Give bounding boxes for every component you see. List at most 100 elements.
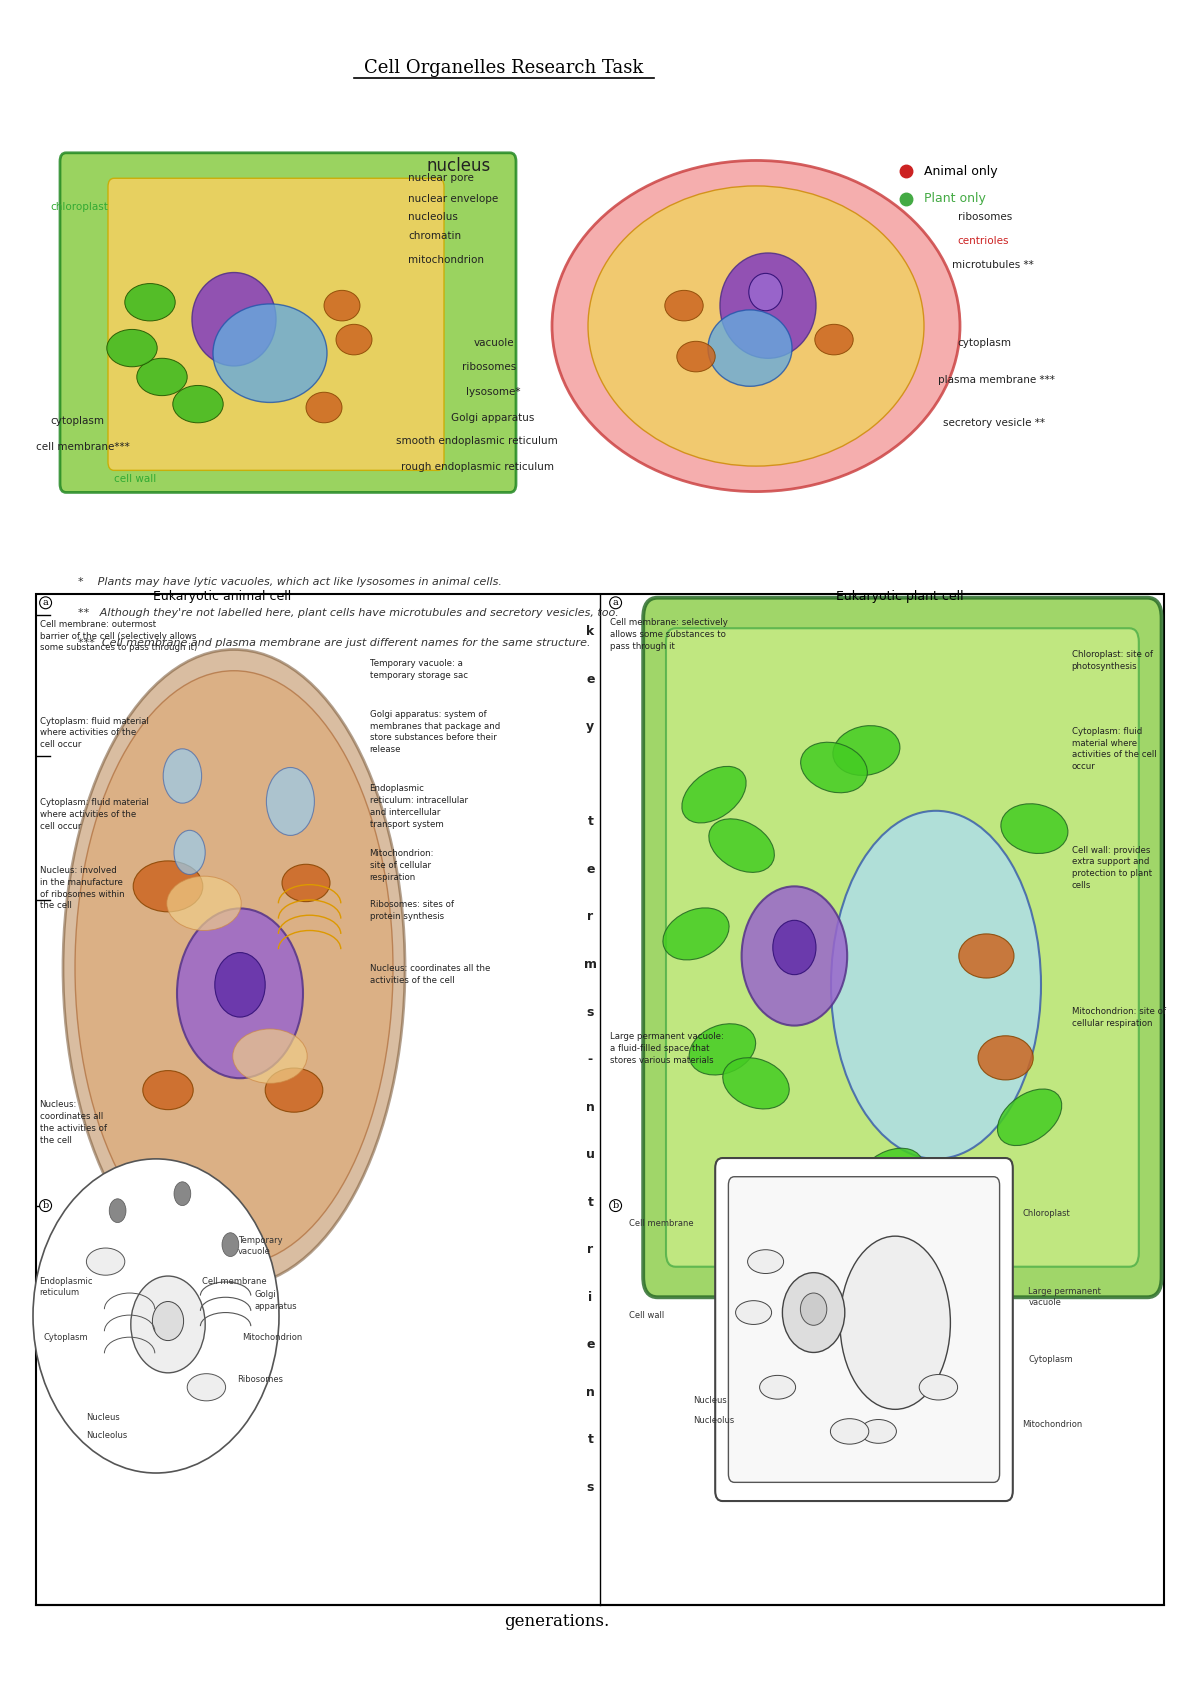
Text: Nucleolus: Nucleolus (86, 1431, 127, 1440)
Text: r: r (587, 910, 594, 924)
Text: mitochondrion: mitochondrion (408, 255, 484, 265)
Text: t: t (588, 815, 593, 829)
Circle shape (109, 1199, 126, 1223)
Text: k: k (587, 625, 594, 638)
Text: chloroplast: chloroplast (50, 202, 108, 212)
Text: Ribosomes: Ribosomes (238, 1375, 283, 1384)
Text: Mitochondrion: Mitochondrion (242, 1333, 302, 1341)
Text: vacuole: vacuole (474, 338, 515, 348)
Text: Eukaryotic animal cell: Eukaryotic animal cell (152, 589, 292, 603)
Ellipse shape (64, 650, 406, 1287)
Text: ribosomes: ribosomes (462, 362, 516, 372)
Text: nucleus: nucleus (426, 158, 491, 175)
FancyBboxPatch shape (643, 598, 1162, 1297)
Ellipse shape (167, 876, 241, 931)
FancyBboxPatch shape (666, 628, 1139, 1267)
Circle shape (174, 830, 205, 874)
Text: **   Although they're not labelled here, plant cells have microtubules and secre: ** Although they're not labelled here, p… (78, 608, 619, 618)
Text: Nucleus: coordinates all the
activities of the cell: Nucleus: coordinates all the activities … (370, 964, 490, 985)
Ellipse shape (125, 284, 175, 321)
Text: Mitochondrion:
site of cellular
respiration: Mitochondrion: site of cellular respirat… (370, 849, 434, 881)
Text: Cell wall: Cell wall (629, 1311, 664, 1319)
Text: Cell membrane: Cell membrane (629, 1219, 694, 1228)
Ellipse shape (265, 1068, 323, 1112)
Ellipse shape (215, 953, 265, 1017)
Text: Cytoplasm: Cytoplasm (43, 1333, 88, 1341)
Text: generations.: generations. (504, 1613, 610, 1630)
Ellipse shape (760, 1375, 796, 1399)
Ellipse shape (722, 1058, 790, 1109)
Ellipse shape (233, 1029, 307, 1083)
Text: Nucleus: Nucleus (694, 1396, 727, 1404)
Ellipse shape (552, 160, 960, 492)
Ellipse shape (800, 1294, 827, 1324)
Ellipse shape (665, 290, 703, 321)
Ellipse shape (133, 861, 203, 912)
Circle shape (174, 1182, 191, 1206)
Text: ***  Cell membrane and plasma membrane are just different names for the same str: *** Cell membrane and plasma membrane ar… (78, 638, 590, 649)
Circle shape (222, 1233, 239, 1257)
Text: Mitochondrion: Mitochondrion (1022, 1420, 1082, 1428)
Text: Chloroplast: site of
photosynthesis: Chloroplast: site of photosynthesis (1072, 650, 1152, 671)
Ellipse shape (143, 1071, 193, 1110)
Text: i: i (588, 1290, 593, 1304)
Ellipse shape (858, 1148, 923, 1202)
Text: lysosome*: lysosome* (466, 387, 520, 397)
Text: n: n (586, 1100, 595, 1114)
Ellipse shape (742, 886, 847, 1026)
Text: Eukaryotic plant cell: Eukaryotic plant cell (836, 589, 964, 603)
Text: Endoplasmic
reticulum: Endoplasmic reticulum (40, 1277, 94, 1297)
Text: Nucleus: Nucleus (86, 1413, 120, 1421)
Text: microtubules **: microtubules ** (952, 260, 1033, 270)
Text: Golgi apparatus: system of
membranes that package and
store substances before th: Golgi apparatus: system of membranes tha… (370, 710, 500, 754)
Text: Nucleus:
coordinates all
the activities of
the cell: Nucleus: coordinates all the activities … (40, 1100, 107, 1144)
Text: e: e (586, 1338, 595, 1352)
Text: Golgi apparatus: Golgi apparatus (451, 413, 534, 423)
Ellipse shape (324, 290, 360, 321)
Ellipse shape (840, 1236, 950, 1409)
Text: b: b (42, 1200, 49, 1211)
Text: Large permanent
vacuole: Large permanent vacuole (1028, 1287, 1102, 1307)
Ellipse shape (34, 1158, 278, 1472)
Ellipse shape (74, 671, 394, 1265)
Text: *    Plants may have lytic vacuoles, which act like lysosomes in animal cells.: * Plants may have lytic vacuoles, which … (78, 577, 502, 588)
Text: Temporary
vacuole: Temporary vacuole (238, 1236, 282, 1257)
Ellipse shape (282, 864, 330, 902)
Ellipse shape (677, 341, 715, 372)
Ellipse shape (800, 742, 868, 793)
Text: cytoplasm: cytoplasm (958, 338, 1012, 348)
Text: cell membrane***: cell membrane*** (36, 441, 130, 452)
Text: cell wall: cell wall (114, 474, 156, 484)
Ellipse shape (192, 273, 276, 367)
Ellipse shape (959, 934, 1014, 978)
Ellipse shape (214, 304, 326, 402)
Text: n: n (586, 1386, 595, 1399)
Ellipse shape (773, 920, 816, 975)
Text: nucleolus: nucleolus (408, 212, 458, 222)
Text: s: s (587, 1481, 594, 1494)
Text: Large permanent vacuole:
a fluid-filled space that
stores various materials: Large permanent vacuole: a fluid-filled … (610, 1032, 724, 1065)
Text: Animal only: Animal only (924, 165, 997, 178)
Text: r: r (587, 1243, 594, 1257)
Text: chromatin: chromatin (408, 231, 461, 241)
Text: Golgi
apparatus: Golgi apparatus (254, 1290, 298, 1311)
Text: Cell membrane: Cell membrane (202, 1277, 266, 1285)
Text: plasma membrane ***: plasma membrane *** (938, 375, 1055, 385)
Ellipse shape (860, 1420, 896, 1443)
Ellipse shape (173, 385, 223, 423)
Text: centrioles: centrioles (958, 236, 1009, 246)
Ellipse shape (736, 1301, 772, 1324)
Ellipse shape (833, 725, 900, 776)
Text: Nucleolus: Nucleolus (694, 1416, 734, 1425)
Text: t: t (588, 1433, 593, 1447)
Text: m: m (584, 958, 596, 971)
Circle shape (266, 767, 314, 835)
Ellipse shape (709, 818, 774, 873)
Text: Nucleus: involved
in the manufacture
of ribosomes within
the cell: Nucleus: involved in the manufacture of … (40, 866, 125, 910)
Text: smooth endoplasmic reticulum: smooth endoplasmic reticulum (396, 436, 558, 447)
Text: Cytoplasm: Cytoplasm (1028, 1355, 1073, 1363)
Text: Cytoplasm: fluid material
where activities of the
cell occur: Cytoplasm: fluid material where activiti… (40, 717, 149, 749)
Ellipse shape (708, 311, 792, 385)
Text: Cell wall: provides
extra support and
protection to plant
cells: Cell wall: provides extra support and pr… (1072, 846, 1152, 890)
Ellipse shape (107, 329, 157, 367)
